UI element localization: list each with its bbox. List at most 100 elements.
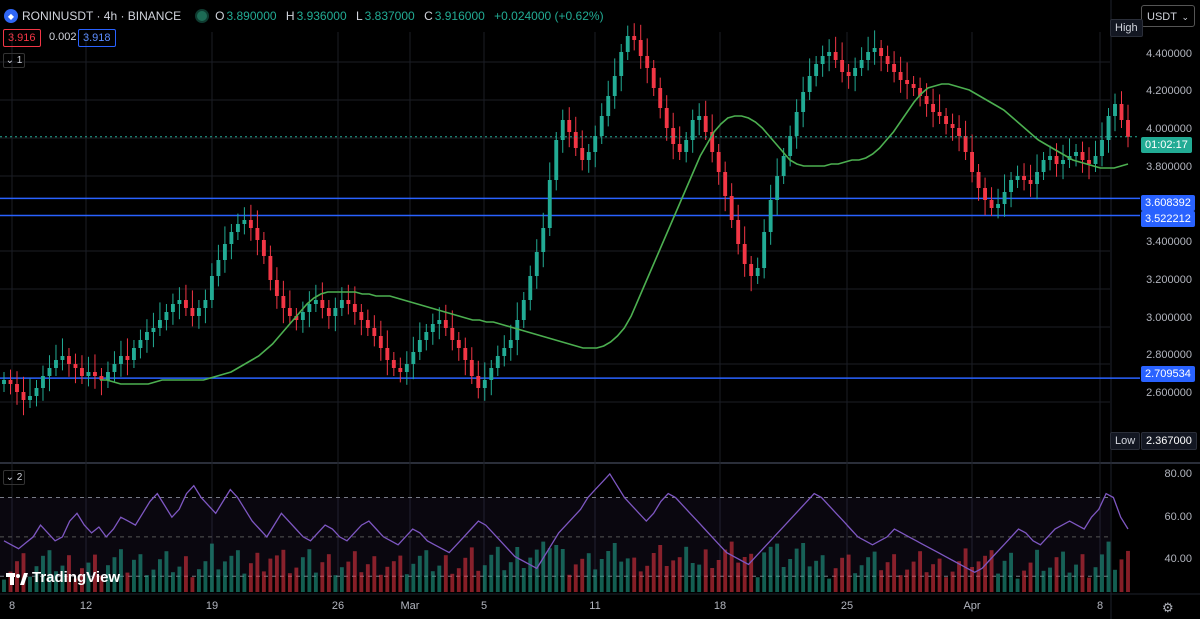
volume-bar <box>723 549 728 592</box>
candle-body <box>80 368 84 376</box>
price-tick: 4.400000 <box>1146 48 1192 60</box>
candle-body <box>15 384 19 392</box>
volume-bar <box>411 563 416 592</box>
volume-bar <box>495 546 500 592</box>
candle-body <box>372 328 377 336</box>
candle-body <box>528 276 533 300</box>
candle-body <box>67 356 71 364</box>
volume-bar <box>86 562 91 592</box>
volume-bar <box>846 554 851 592</box>
volume-bar <box>671 560 676 592</box>
volume-bar <box>463 557 468 592</box>
candle-body <box>573 132 578 148</box>
moving-average-line <box>100 83 1129 385</box>
main-pane-collapse-button[interactable]: ⌄ 1 <box>3 53 25 68</box>
candle-body <box>762 232 767 268</box>
candle-body <box>697 116 702 120</box>
volume-bar <box>599 559 604 592</box>
candle-body <box>521 300 526 320</box>
candle-body <box>443 320 448 328</box>
volume-bar <box>840 557 845 592</box>
volume-bar <box>125 572 130 592</box>
candle-body <box>651 68 656 88</box>
candle-body <box>1041 160 1046 172</box>
volume-bar <box>203 561 208 592</box>
level-tag[interactable]: 2.709534 <box>1141 366 1195 382</box>
price-tick: 3.200000 <box>1146 274 1192 286</box>
sell-price-button[interactable]: 3.916 <box>3 29 41 47</box>
volume-bar <box>729 541 734 592</box>
candle-body <box>807 76 812 92</box>
candle-body <box>450 328 455 340</box>
candle-body <box>924 96 929 104</box>
market-status-icon[interactable] <box>195 9 210 23</box>
candle-body <box>911 84 916 88</box>
volume-bar <box>807 566 812 592</box>
volume-bar <box>476 570 481 592</box>
candle-body <box>1106 116 1111 140</box>
candle-body <box>339 300 344 308</box>
candle-body <box>1015 176 1020 180</box>
volume-bar <box>307 549 312 592</box>
candle-body <box>196 308 201 316</box>
volume-bar <box>606 551 611 592</box>
rsi-pane-collapse-button[interactable]: ⌄ 2 <box>3 470 25 485</box>
volume-bar <box>268 558 273 592</box>
close-value: 3.916000 <box>434 9 485 23</box>
price-tick: 2.600000 <box>1146 387 1192 399</box>
candle-body <box>222 244 227 260</box>
candle-body <box>404 364 409 372</box>
candle-body <box>132 348 136 360</box>
candle-body <box>54 360 58 368</box>
volume-bar <box>54 571 58 592</box>
volume-bar <box>586 553 591 592</box>
candle-body <box>508 340 513 348</box>
level-tag[interactable]: 3.608392 <box>1141 195 1195 211</box>
candle-body <box>580 148 585 160</box>
level-tag[interactable]: 3.522212 <box>1141 211 1195 227</box>
volume-bar <box>248 563 253 592</box>
volume-bar <box>1015 578 1020 592</box>
low-marker-label: Low <box>1110 432 1141 450</box>
candle-body <box>300 312 305 320</box>
volume-bar <box>1067 572 1072 592</box>
volume-bar <box>697 564 702 592</box>
volume-bar <box>710 568 715 592</box>
candle-body <box>489 368 494 380</box>
candle-body <box>294 316 299 320</box>
volume-bar <box>892 554 897 592</box>
volume-bar <box>859 565 864 592</box>
candle-body <box>398 368 403 372</box>
candle-body <box>515 320 520 340</box>
chevron-down-icon: ⌄ <box>1181 12 1189 22</box>
currency-selector[interactable]: USDT ⌄ <box>1141 5 1195 27</box>
countdown-tag: 01:02:17 <box>1141 137 1192 153</box>
buy-price-button[interactable]: 3.918 <box>78 29 116 47</box>
volume-bar <box>489 554 494 592</box>
volume-bar <box>359 572 364 592</box>
candle-body <box>716 152 721 172</box>
candle-body <box>391 360 396 368</box>
candle-body <box>937 112 942 116</box>
candle-body <box>93 372 97 376</box>
date-tick: Apr <box>963 600 981 612</box>
candle-body <box>307 304 312 312</box>
volume-bar <box>1119 559 1124 592</box>
volume-bar <box>502 570 507 592</box>
close-label: C <box>424 9 433 23</box>
settings-gear-icon[interactable]: ⚙ <box>1162 600 1174 615</box>
volume-bar <box>632 557 637 592</box>
symbol-title[interactable]: RONINUSDT · 4h · BINANCE <box>22 9 182 23</box>
candle-body <box>34 388 39 396</box>
volume-bar <box>794 548 799 592</box>
candle-body <box>736 220 741 244</box>
volume-bar <box>112 557 117 592</box>
date-tick: 5 <box>480 600 488 612</box>
volume-bar <box>762 552 767 592</box>
volume-bar <box>443 555 448 592</box>
candle-body <box>430 324 435 332</box>
tradingview-logo[interactable]: TradingView <box>6 569 120 586</box>
candle-body <box>482 380 487 388</box>
candle-body <box>1100 140 1104 156</box>
